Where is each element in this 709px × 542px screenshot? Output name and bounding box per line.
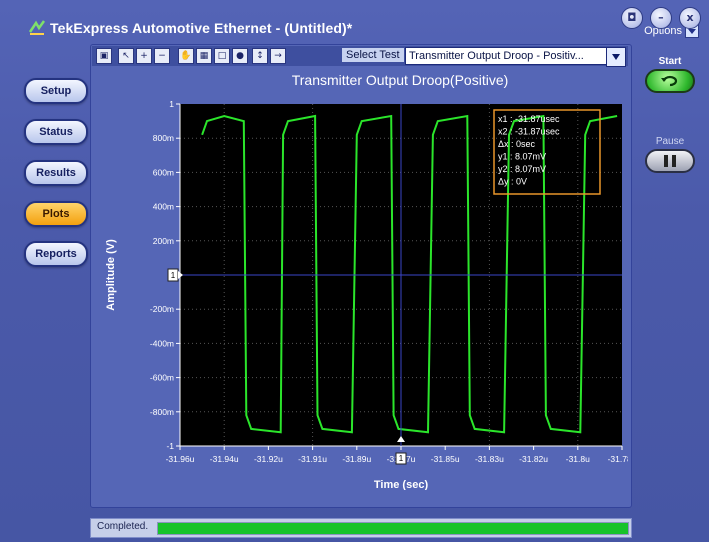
pause-control: Pause bbox=[644, 136, 696, 173]
y-axis-label: Amplitude (V) bbox=[105, 239, 117, 311]
cursor-readout-line: x2 : -31.87usec bbox=[498, 127, 560, 137]
cursor-readout-line: y2 : 8.07mV bbox=[498, 164, 546, 174]
cursor-icon[interactable]: ↕ bbox=[252, 48, 268, 64]
window-controls: ◘ – x bbox=[619, 6, 701, 29]
cursor-readout-line: y1 : 8.07mV bbox=[498, 152, 546, 162]
start-control: Start bbox=[644, 56, 696, 93]
nav-setup-button[interactable]: Setup bbox=[24, 78, 88, 104]
waveform-trace bbox=[201, 114, 618, 434]
select-test-label: Select Test bbox=[342, 48, 404, 62]
title-bar: TekExpress Automotive Ethernet - (Untitl… bbox=[8, 6, 638, 42]
zoom-out-icon[interactable]: − bbox=[154, 48, 170, 64]
pause-label: Pause bbox=[655, 136, 685, 147]
nav-results-button[interactable]: Results bbox=[24, 160, 88, 186]
start-label: Start bbox=[658, 56, 682, 67]
cursor-marker-x[interactable] bbox=[395, 452, 407, 465]
save-icon[interactable]: ▣ bbox=[96, 48, 112, 64]
y-tick-label: -400m bbox=[150, 338, 174, 348]
color-icon[interactable]: ● bbox=[232, 48, 248, 64]
table-icon[interactable]: ▦ bbox=[196, 48, 212, 64]
export-icon[interactable]: → bbox=[270, 48, 286, 64]
tekexpress-logo-icon bbox=[28, 20, 46, 35]
cursor-readout-line: Δy : 0V bbox=[498, 177, 527, 187]
pause-button[interactable] bbox=[645, 149, 695, 173]
waveform-chart[interactable]: -31.96u -31.94u -31.92u -31.91u -31.89u -31.8… bbox=[92, 90, 637, 491]
y-tick-label: -800m bbox=[150, 407, 174, 417]
status-text: Completed. bbox=[97, 521, 149, 532]
plot-area[interactable]: -31.96u -31.94u -31.92u -31.91u -31.89u -31.8… bbox=[92, 90, 637, 491]
pointer-icon[interactable]: ↖ bbox=[118, 48, 134, 64]
cursor-marker-y-arrow bbox=[178, 271, 183, 279]
x-tick-label: -31.78u bbox=[608, 454, 628, 464]
cursor-marker-x-label: 1 bbox=[399, 454, 404, 463]
y-tick-label: 400m bbox=[153, 202, 174, 212]
progress-bar bbox=[157, 522, 629, 535]
cursor-readout-line: x1 : -31.87usec bbox=[498, 114, 560, 124]
close-icon[interactable]: x bbox=[679, 7, 701, 29]
x-tick-label: -31.94u bbox=[210, 454, 239, 464]
refresh-icon bbox=[661, 75, 678, 87]
status-bar: Completed. bbox=[90, 518, 632, 538]
chart-title: Transmitter Output Droop(Positive) bbox=[291, 72, 509, 88]
fit-icon[interactable]: □ bbox=[214, 48, 230, 64]
zoom-in-icon[interactable]: + bbox=[136, 48, 152, 64]
options-label: Options bbox=[644, 24, 682, 37]
x-tick-label: -31.8u bbox=[566, 454, 590, 464]
x-tick-label: -31.96u bbox=[166, 454, 195, 464]
pause-icon bbox=[664, 155, 668, 167]
x-tick-label: -31.91u bbox=[298, 454, 327, 464]
y-tick-label: 600m bbox=[153, 167, 174, 177]
minimize-icon[interactable]: – bbox=[649, 7, 672, 29]
app-title: TekExpress Automotive Ethernet - (Untitl… bbox=[50, 20, 353, 36]
x-tick-label: -31.83u bbox=[475, 454, 504, 464]
x-tick-label: -31.85u bbox=[431, 454, 460, 464]
cursor-marker-y-label: 1 bbox=[171, 271, 176, 280]
cursor-readout-box bbox=[493, 109, 601, 195]
x-axis-label: Time (sec) bbox=[374, 479, 429, 490]
camera-icon[interactable]: ◘ bbox=[620, 7, 643, 29]
y-tick-label: -200m bbox=[150, 304, 174, 314]
chevron-down-icon[interactable] bbox=[606, 47, 626, 67]
nav-plots-button[interactable]: Plots bbox=[24, 201, 88, 227]
cursor-marker-x-arrow bbox=[397, 436, 405, 442]
x-tick-label: -31.82u bbox=[519, 454, 548, 464]
y-tick-label: 200m bbox=[153, 236, 174, 246]
y-tick-label: -1 bbox=[166, 441, 174, 451]
y-tick-label: 800m bbox=[153, 133, 174, 143]
y-tick-label: -600m bbox=[150, 373, 174, 383]
y-tick-label: 1 bbox=[169, 99, 174, 109]
x-tick-label: -31.92u bbox=[254, 454, 283, 464]
nav-status-button[interactable]: Status bbox=[24, 119, 88, 145]
progress-fill bbox=[158, 523, 628, 534]
start-button[interactable] bbox=[645, 69, 695, 93]
pan-hand-icon[interactable]: ✋ bbox=[178, 48, 194, 64]
cursor-readout-line: Δx : 0sec bbox=[498, 139, 536, 149]
select-test-dropdown[interactable]: Transmitter Output Droop - Positiv... bbox=[405, 47, 610, 65]
nav-reports-button[interactable]: Reports bbox=[24, 241, 88, 267]
x-tick-label: -31.89u bbox=[342, 454, 371, 464]
